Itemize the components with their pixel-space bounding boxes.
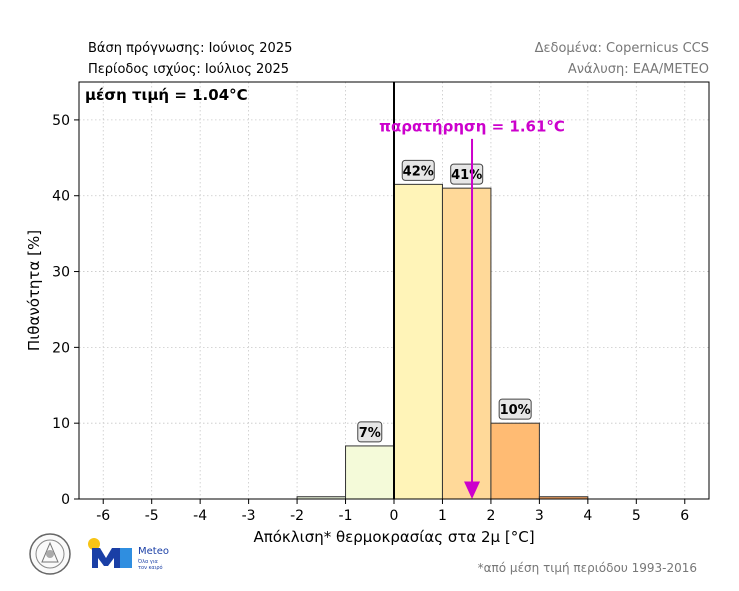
bar-label-box [357, 421, 383, 443]
y-tick-label: 20 [52, 340, 70, 356]
bar-label-box [498, 398, 532, 420]
y-tick-label: 0 [61, 492, 70, 508]
y-tick-label: 30 [52, 265, 70, 281]
meteo-tagline-1: Όλα για [137, 558, 159, 565]
bar [345, 445, 395, 500]
validity-period-text: Περίοδος ισχύος: Ιούλιος 2025 [88, 62, 290, 77]
bars [296, 183, 589, 500]
observation-label: παρατήρηση = 1.61°C [379, 117, 565, 135]
footnote: *από μέση τιμή περιόδου 1993-2016 [477, 561, 697, 575]
bar-label: 41% [451, 168, 482, 183]
analysis-text: Ανάλυση: ΕΑΑ/ΜΕΤΕΟ [567, 62, 709, 77]
x-tick-label: 3 [535, 508, 544, 524]
x-tick-label: 2 [486, 508, 495, 524]
x-axis-label: Απόκλιση* θερμοκρασίας στα 2μ [°C] [253, 528, 534, 546]
x-tick-label: 1 [438, 508, 447, 524]
bar-label-box [401, 159, 435, 181]
x-tick-label: -6 [96, 508, 110, 524]
x-tick-label: 5 [632, 508, 641, 524]
x-tick-label: -3 [242, 508, 256, 524]
x-tick-label: 4 [583, 508, 592, 524]
logos: Meteo Όλα για τον καιρό [28, 528, 198, 580]
x-tick-label: -4 [193, 508, 207, 524]
observation-marker: παρατήρηση = 1.61°C [379, 117, 565, 499]
bar [441, 187, 492, 500]
base-forecast-text: Βάση πρόγνωσης: Ιούνιος 2025 [88, 41, 293, 56]
y-tick-label: 40 [52, 189, 70, 205]
x-tick-label: 0 [390, 508, 399, 524]
bar-label: 7% [359, 426, 381, 441]
y-tick-label: 10 [52, 416, 70, 432]
y-tick-label: 50 [52, 113, 70, 129]
y-axis-label: Πιθανότητα [%] [25, 230, 43, 351]
university-seal-icon [29, 533, 71, 575]
bar [393, 183, 443, 500]
x-tick-label: -5 [145, 508, 159, 524]
observation-arrow-head [464, 481, 481, 499]
axis-ticks: -6 -5 -4 -3 -2 -1 0 1 2 3 4 5 6 0 10 20 30 40 50 [52, 113, 689, 524]
x-tick-label: 6 [680, 508, 689, 524]
mean-annotation: μέση τιμή = 1.04°C [85, 86, 248, 104]
meteo-tagline-2: τον καιρό [138, 564, 163, 571]
data-source-text: Δεδομένα: Copernicus CCS [534, 41, 709, 56]
bar-label: 10% [500, 403, 531, 418]
x-tick-label: -2 [290, 508, 304, 524]
bar-labels: 7% 42% 41% 10% [357, 159, 532, 443]
bar [490, 422, 540, 500]
meteo-logo-icon [88, 538, 132, 568]
bar-label-box [450, 163, 484, 185]
bar-label: 42% [403, 164, 434, 179]
x-tick-label: -1 [339, 508, 353, 524]
meteo-name: Meteo [138, 546, 169, 557]
